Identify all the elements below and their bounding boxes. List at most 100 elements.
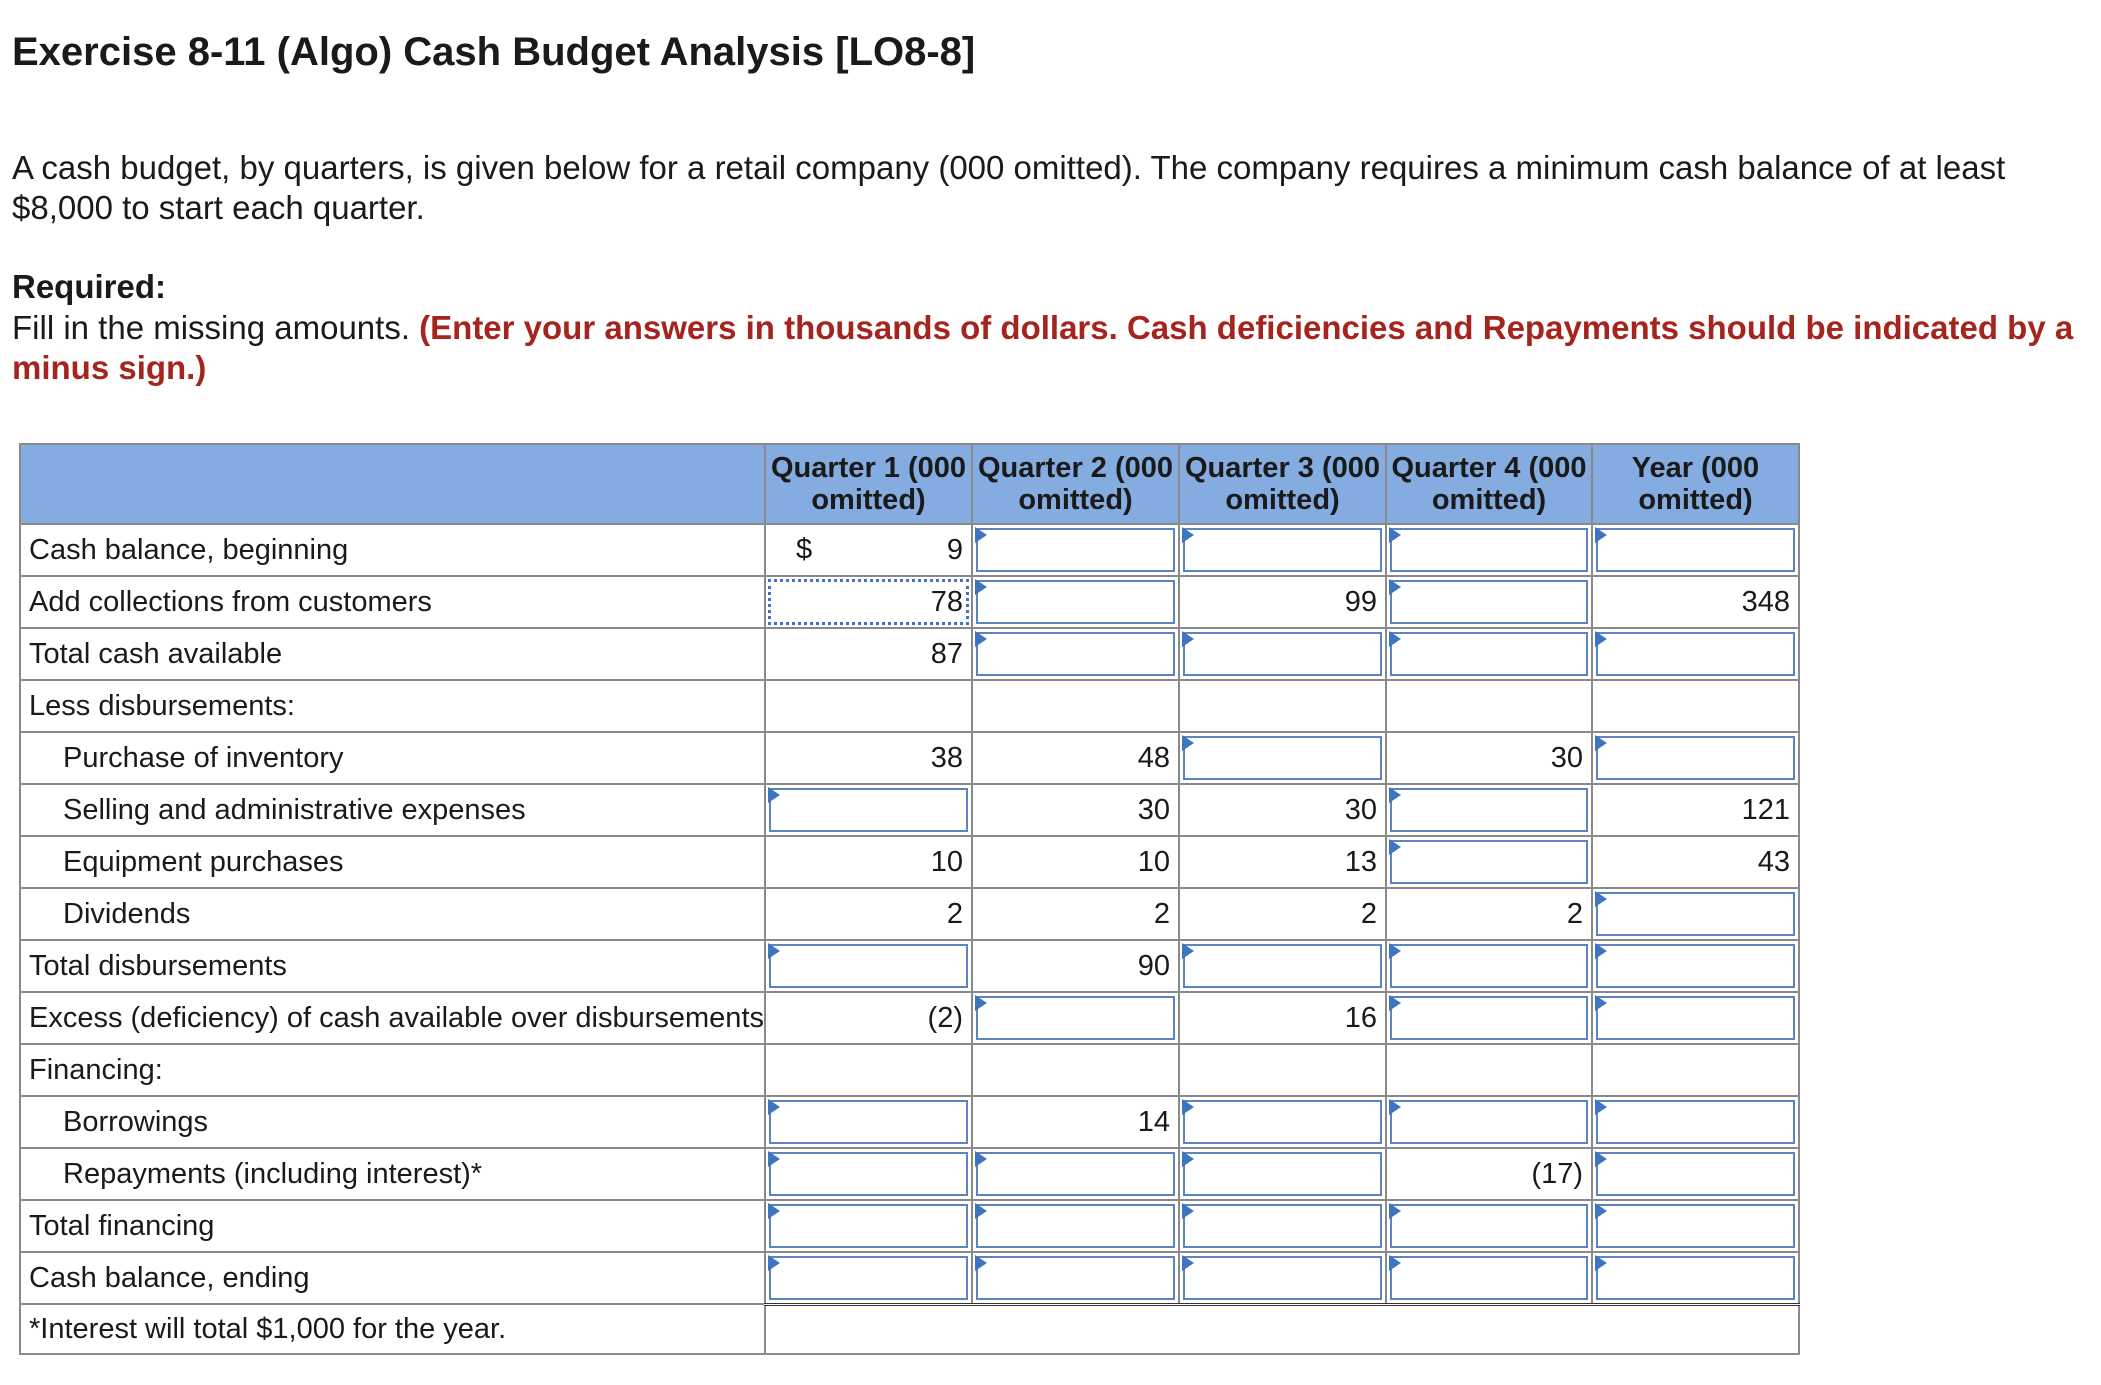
answer-input[interactable] xyxy=(1183,1152,1382,1196)
given-value: 90 xyxy=(1137,949,1170,982)
table-row: Repayments (including interest)* (17) xyxy=(19,1147,1800,1201)
answer-input[interactable] xyxy=(976,632,1175,676)
answer-input[interactable] xyxy=(769,1152,968,1196)
given-value-cell: 30 xyxy=(1178,783,1387,837)
given-value: 2 xyxy=(946,897,963,930)
answer-input[interactable] xyxy=(769,1256,968,1300)
answer-input[interactable] xyxy=(1183,1256,1382,1300)
answer-input[interactable] xyxy=(769,944,968,988)
answer-input[interactable] xyxy=(976,580,1175,624)
answer-input[interactable] xyxy=(1183,736,1382,780)
answer-input[interactable] xyxy=(1390,840,1588,884)
answer-input[interactable] xyxy=(1596,1100,1795,1144)
header-label-col xyxy=(19,443,766,525)
answer-cell xyxy=(764,1147,973,1201)
given-value-cell: 10 xyxy=(764,835,973,889)
input-marker-icon xyxy=(768,1255,780,1271)
answer-input[interactable] xyxy=(1390,1204,1588,1248)
given-value-cell: 48 xyxy=(971,731,1180,785)
answer-input[interactable] xyxy=(1183,1204,1382,1248)
given-value: (17) xyxy=(1531,1157,1583,1190)
answer-cell xyxy=(1385,783,1593,837)
answer-input[interactable] xyxy=(976,1204,1175,1248)
row-label: Equipment purchases xyxy=(19,835,766,889)
given-value-cell: 14 xyxy=(971,1095,1180,1149)
answer-input[interactable] xyxy=(769,788,968,832)
answer-input[interactable] xyxy=(1390,580,1588,624)
answer-input[interactable] xyxy=(1390,632,1588,676)
answer-input[interactable] xyxy=(1183,1100,1382,1144)
page-title: Exercise 8-11 (Algo) Cash Budget Analysi… xyxy=(12,30,976,74)
answer-input[interactable] xyxy=(976,1256,1175,1300)
given-value-cell: 348 xyxy=(1591,575,1800,629)
empty-cell xyxy=(1178,1043,1387,1097)
given-value-cell: 16 xyxy=(1178,991,1387,1045)
answer-cell xyxy=(1178,939,1387,993)
answer-cell xyxy=(1591,1199,1800,1253)
empty-cell xyxy=(1385,679,1593,733)
answer-cell xyxy=(764,783,973,837)
answer-input[interactable] xyxy=(1390,1100,1588,1144)
given-value-cell: 30 xyxy=(1385,731,1593,785)
answer-input[interactable] xyxy=(1596,892,1795,936)
input-marker-icon xyxy=(768,943,780,959)
answer-cell xyxy=(1178,1095,1387,1149)
input-marker-icon xyxy=(1389,787,1401,803)
answer-input[interactable] xyxy=(1596,944,1795,988)
row-label: Cash balance, ending xyxy=(19,1251,766,1305)
given-value-cell: 2 xyxy=(1178,887,1387,941)
answer-input[interactable] xyxy=(1390,944,1588,988)
answer-input[interactable] xyxy=(1390,1256,1588,1300)
table-row: Selling and administrative expenses 30 30 1… xyxy=(19,783,1800,837)
header-row: Quarter 1 (000 omitted) Quarter 2 (000 o… xyxy=(19,443,1800,525)
input-marker-icon xyxy=(1389,1203,1401,1219)
given-value: 2 xyxy=(1566,897,1583,930)
input-marker-icon xyxy=(1389,1099,1401,1115)
input-marker-icon xyxy=(1595,527,1607,543)
answer-input[interactable] xyxy=(1183,944,1382,988)
answer-cell xyxy=(1385,1095,1593,1149)
input-marker-icon xyxy=(1595,1203,1607,1219)
given-value: 16 xyxy=(1344,1001,1377,1034)
answer-input[interactable] xyxy=(769,1204,968,1248)
answer-input[interactable] xyxy=(976,996,1175,1040)
answer-input[interactable] xyxy=(1390,528,1588,572)
required-heading: Required: xyxy=(12,268,167,305)
input-marker-icon xyxy=(1595,1151,1607,1167)
given-value: 9 xyxy=(946,533,963,566)
answer-input[interactable] xyxy=(1596,528,1795,572)
answer-input[interactable] xyxy=(976,528,1175,572)
answer-input[interactable] xyxy=(1183,632,1382,676)
answer-input[interactable] xyxy=(1596,736,1795,780)
table-row: Total cash available 87 xyxy=(19,627,1800,681)
answer-input[interactable] xyxy=(1596,632,1795,676)
answer-input[interactable] xyxy=(1596,996,1795,1040)
answer-cell xyxy=(1385,1199,1593,1253)
answer-input[interactable] xyxy=(976,1152,1175,1196)
answer-cell xyxy=(971,575,1180,629)
given-value: 10 xyxy=(930,845,963,878)
input-marker-icon xyxy=(1595,943,1607,959)
row-label: Total disbursements xyxy=(19,939,766,993)
required-instructions: Fill in the missing amounts. (Enter your… xyxy=(12,308,2092,388)
answer-input[interactable] xyxy=(1596,1256,1795,1300)
answer-input[interactable] xyxy=(1596,1152,1795,1196)
row-label: Total financing xyxy=(19,1199,766,1253)
table-row: Less disbursements: xyxy=(19,679,1800,733)
input-marker-icon xyxy=(975,995,987,1011)
answer-cell xyxy=(764,1251,973,1306)
given-value-cell: 38 xyxy=(764,731,973,785)
answer-input[interactable] xyxy=(1183,528,1382,572)
footnote: *Interest will total $1,000 for the year… xyxy=(19,1303,766,1355)
answer-cell xyxy=(1591,991,1800,1045)
given-value: 48 xyxy=(1137,741,1170,774)
input-marker-icon xyxy=(1595,735,1607,751)
answer-cell xyxy=(1385,835,1593,889)
answer-input[interactable] xyxy=(1390,996,1588,1040)
answer-input[interactable] xyxy=(769,1100,968,1144)
answer-input[interactable] xyxy=(1596,1204,1795,1248)
input-marker-icon xyxy=(1389,995,1401,1011)
input-marker-icon xyxy=(1595,891,1607,907)
answer-input[interactable] xyxy=(1390,788,1588,832)
input-marker-icon xyxy=(1182,1099,1194,1115)
